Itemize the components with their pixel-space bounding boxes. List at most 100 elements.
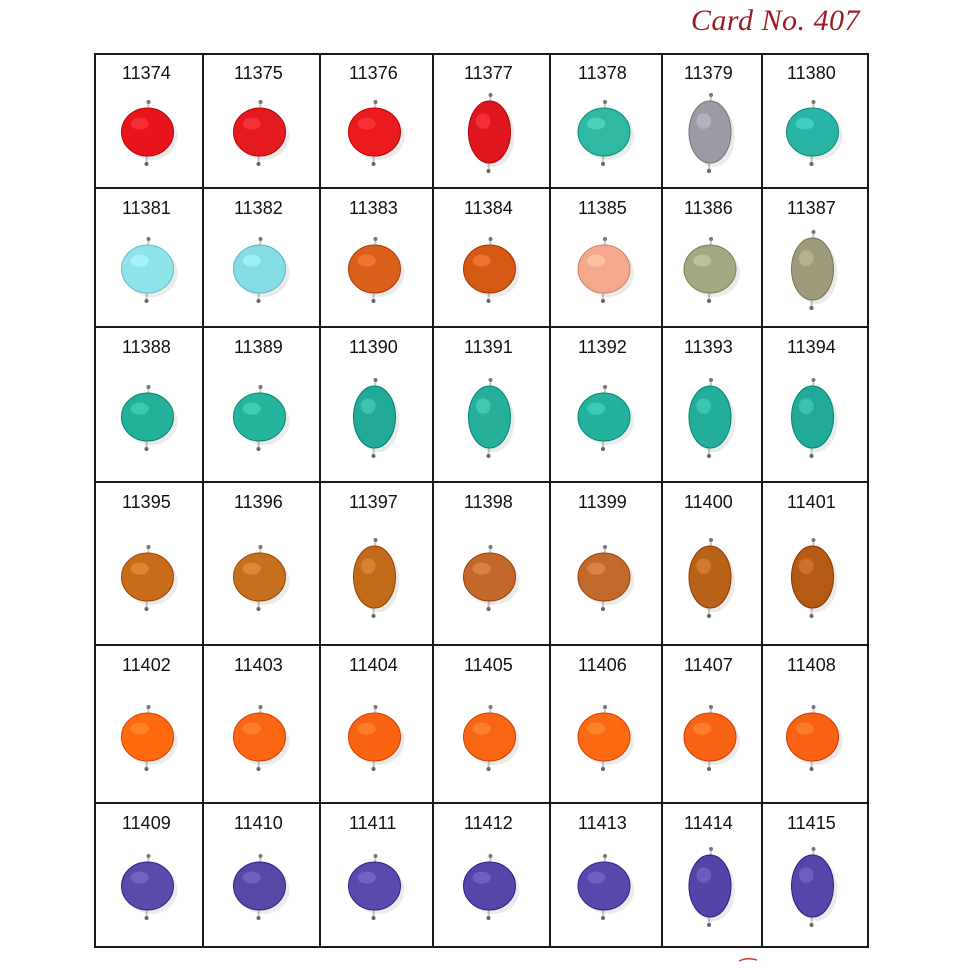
bead-cell[interactable]: 11394	[762, 327, 867, 482]
bead-swatch	[348, 853, 405, 920]
bead-cell[interactable]: 11386	[662, 188, 762, 327]
bead-cell[interactable]: 11401	[762, 482, 867, 645]
bead-cell[interactable]: 11383	[320, 188, 433, 327]
bead-swatch	[348, 99, 405, 166]
bead-swatch	[577, 236, 634, 303]
bead-cell[interactable]: 11396	[203, 482, 320, 645]
bead-code-label: 11399	[578, 492, 627, 512]
bead-swatch	[233, 99, 290, 166]
bead-cell[interactable]: 11380	[762, 55, 867, 188]
bead-swatch	[121, 236, 178, 303]
bead-code-label: 11383	[349, 198, 398, 218]
bead-swatch	[683, 236, 740, 303]
bead-swatch	[688, 846, 735, 927]
bead-cell[interactable]: 11395	[96, 482, 203, 645]
bead-cell[interactable]: 11402	[96, 645, 203, 803]
card-edge-mark	[735, 950, 765, 962]
bead-swatch	[233, 384, 290, 451]
bead-cell[interactable]: 11404	[320, 645, 433, 803]
bead-cell[interactable]: 11376	[320, 55, 433, 188]
bead-code-label: 11413	[578, 813, 627, 833]
bead-cell[interactable]: 11414	[662, 803, 762, 946]
bead-cell[interactable]: 11377	[433, 55, 550, 188]
bead-cell[interactable]: 11406	[550, 645, 662, 803]
bead-cell[interactable]: 11382	[203, 188, 320, 327]
bead-swatch	[577, 704, 634, 771]
bead-cell[interactable]: 11391	[433, 327, 550, 482]
bead-code-label: 11396	[234, 492, 283, 512]
bead-code-label: 11386	[684, 198, 733, 218]
bead-cell[interactable]: 11388	[96, 327, 203, 482]
bead-code-label: 11382	[234, 198, 283, 218]
bead-swatch	[786, 99, 843, 166]
bead-code-label: 11378	[578, 63, 627, 83]
bead-swatch	[233, 853, 290, 920]
bead-cell[interactable]: 11400	[662, 482, 762, 645]
bead-swatch	[468, 92, 515, 173]
bead-cell[interactable]: 11392	[550, 327, 662, 482]
bead-code-label: 11411	[349, 813, 397, 833]
bead-code-label: 11402	[122, 655, 171, 675]
bead-cell[interactable]: 11411	[320, 803, 433, 946]
card-title: Card No. 407	[690, 4, 860, 37]
bead-swatch	[463, 236, 520, 303]
bead-code-label: 11408	[787, 655, 836, 675]
bead-code-label: 11401	[787, 492, 836, 512]
bead-swatch	[121, 544, 178, 611]
bead-cell[interactable]: 11385	[550, 188, 662, 327]
bead-cell[interactable]: 11413	[550, 803, 662, 946]
bead-code-label: 11395	[122, 492, 171, 512]
bead-cell[interactable]: 11410	[203, 803, 320, 946]
bead-code-label: 11410	[234, 813, 283, 833]
bead-swatch	[463, 704, 520, 771]
bead-cell[interactable]: 11381	[96, 188, 203, 327]
bead-cell[interactable]: 11375	[203, 55, 320, 188]
bead-code-label: 11391	[464, 337, 513, 357]
bead-code-label: 11380	[787, 63, 836, 83]
bead-swatch	[233, 236, 290, 303]
bead-swatch	[468, 377, 515, 458]
bead-cell[interactable]: 11384	[433, 188, 550, 327]
grid-column-divider	[319, 55, 321, 946]
bead-cell[interactable]: 11379	[662, 55, 762, 188]
bead-code-label: 11404	[349, 655, 398, 675]
bead-cell[interactable]: 11409	[96, 803, 203, 946]
bead-cell[interactable]: 11412	[433, 803, 550, 946]
bead-code-label: 11414	[684, 813, 733, 833]
bead-code-label: 11405	[464, 655, 513, 675]
bead-cell[interactable]: 11408	[762, 645, 867, 803]
grid-column-divider	[432, 55, 434, 946]
bead-cell[interactable]: 11374	[96, 55, 203, 188]
bead-swatch	[683, 704, 740, 771]
bead-swatch	[577, 99, 634, 166]
bead-swatch	[233, 544, 290, 611]
bead-cell[interactable]: 11398	[433, 482, 550, 645]
grid-row-divider	[96, 187, 867, 189]
grid-row-divider	[96, 326, 867, 328]
bead-cell[interactable]: 11405	[433, 645, 550, 803]
bead-cell[interactable]: 11387	[762, 188, 867, 327]
bead-code-label: 11398	[464, 492, 513, 512]
bead-cell[interactable]: 11399	[550, 482, 662, 645]
grid-row-divider	[96, 802, 867, 804]
bead-code-label: 11377	[464, 63, 513, 83]
bead-cell[interactable]: 11378	[550, 55, 662, 188]
bead-code-label: 11400	[684, 492, 733, 512]
grid-row-divider	[96, 481, 867, 483]
bead-cell[interactable]: 11407	[662, 645, 762, 803]
bead-cell[interactable]: 11397	[320, 482, 433, 645]
bead-swatch	[121, 384, 178, 451]
bead-cell[interactable]: 11389	[203, 327, 320, 482]
bead-code-label: 11388	[122, 337, 171, 357]
bead-swatch	[688, 377, 735, 458]
bead-swatch	[463, 853, 520, 920]
bead-code-label: 11389	[234, 337, 283, 357]
bead-cell[interactable]: 11390	[320, 327, 433, 482]
grid-column-divider	[661, 55, 663, 946]
bead-cell[interactable]: 11393	[662, 327, 762, 482]
bead-code-label: 11393	[684, 337, 733, 357]
bead-cell[interactable]: 11415	[762, 803, 867, 946]
bead-cell[interactable]: 11403	[203, 645, 320, 803]
bead-code-label: 11379	[684, 63, 733, 83]
grid-column-divider	[549, 55, 551, 946]
